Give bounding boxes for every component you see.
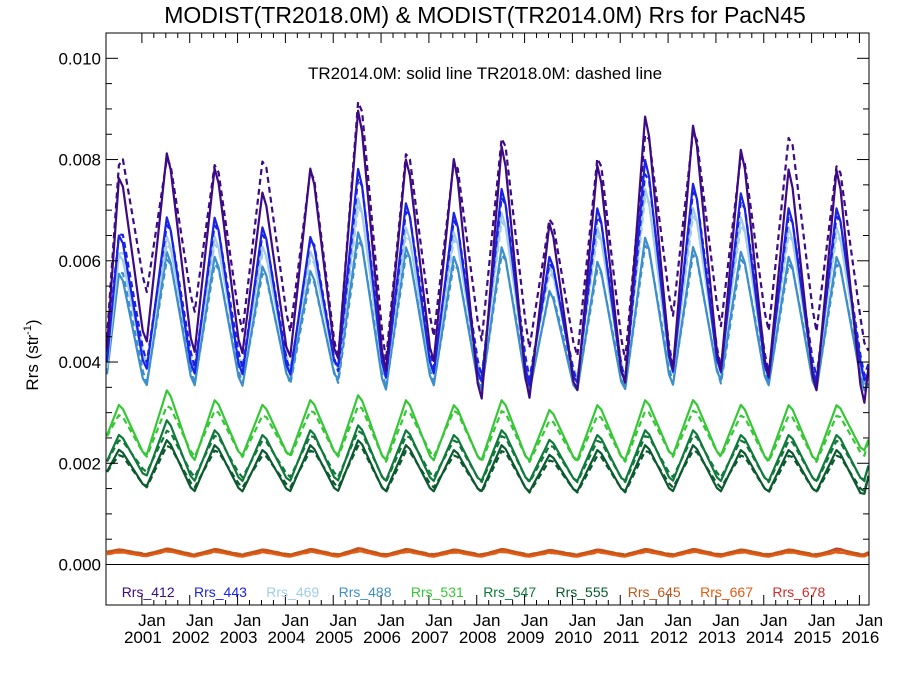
x-tick-label-month: Jan [664, 611, 691, 630]
x-tick-label-year: 2014 [746, 628, 784, 647]
legend-label-Rrs_678: Rrs_678 [772, 584, 825, 600]
chart-title: MODIST(TR2018.0M) & MODIST(TR2014.0M) Rr… [164, 2, 806, 28]
x-tick-label-year: 2010 [554, 628, 592, 647]
legend-label-Rrs_547: Rrs_547 [483, 584, 536, 600]
x-tick-label-year: 2005 [315, 628, 353, 647]
x-tick-label-month: Jan [138, 611, 165, 630]
x-tick-label-month: Jan [377, 611, 404, 630]
y-axis-label-main: Rrs (str [23, 335, 42, 391]
series-line-Rrs_531-solid [105, 389, 870, 462]
x-tick-label-month: Jan [856, 611, 883, 630]
x-tick-label-month: Jan [712, 611, 739, 630]
x-tick-label-year: 2009 [507, 628, 545, 647]
y-tick-label: 0.002 [58, 454, 101, 473]
y-axis-label-sup: -1 [22, 325, 34, 335]
legend: Rrs_412 Rrs_443 Rrs_469 Rrs_488 Rrs_531 Rrs_5… [122, 584, 826, 600]
x-tick-label-month: Jan [808, 611, 835, 630]
y-tick-label: 0.006 [58, 252, 101, 271]
legend-label-Rrs_488: Rrs_488 [339, 584, 392, 600]
series-line-Rrs_645-dashed [106, 548, 869, 556]
y-axis-label-close: ) [23, 319, 42, 325]
legend-label-Rrs_443: Rrs_443 [194, 584, 247, 600]
x-tick-label-year: 2013 [698, 628, 736, 647]
y-axis-label: Rrs (str-1) [22, 319, 42, 390]
x-tick-label-year: 2012 [650, 628, 688, 647]
x-tick-label-month: Jan [569, 611, 596, 630]
x-tick-label-year: 2008 [459, 628, 497, 647]
legend-label-Rrs_645: Rrs_645 [628, 584, 681, 600]
x-tick-label-month: Jan [473, 611, 500, 630]
series-line-Rrs_412-dashed [105, 101, 870, 362]
x-tick-label-year: 2004 [267, 628, 305, 647]
x-tick-label-month: Jan [330, 611, 357, 630]
x-tick-label-year: 2016 [842, 628, 880, 647]
legend-label-Rrs_555: Rrs_555 [555, 584, 608, 600]
x-tick-label-month: Jan [282, 611, 309, 630]
x-tick-label-year: 2006 [363, 628, 401, 647]
y-tick-label: 0.000 [58, 556, 101, 575]
series-line-Rrs_488-dashed [105, 239, 870, 391]
y-tick-label: 0.010 [58, 49, 101, 68]
line-style-annotation: TR2014.0M: solid line TR2018.0M: dashed … [308, 64, 662, 83]
y-tick-label: 0.008 [58, 151, 101, 170]
series-layer [105, 101, 870, 558]
x-tick-label-year: 2015 [794, 628, 832, 647]
x-tick-label-year: 2011 [603, 628, 640, 647]
x-tick-label-year: 2007 [411, 628, 449, 647]
x-tick-label-month: Jan [521, 611, 548, 630]
x-tick-label-month: Jan [617, 611, 644, 630]
x-tick-label-month: Jan [186, 611, 213, 630]
series-line-Rrs_531-dashed [106, 405, 870, 463]
legend-label-Rrs_469: Rrs_469 [266, 584, 319, 600]
x-tick-label-month: Jan [760, 611, 787, 630]
legend-label-Rrs_667: Rrs_667 [700, 584, 753, 600]
legend-label-Rrs_412: Rrs_412 [122, 584, 175, 600]
legend-label-Rrs_531: Rrs_531 [411, 584, 464, 600]
x-tick-label-year: 2001 [124, 628, 162, 647]
series-line-Rrs_555-dashed [106, 444, 870, 494]
x-tick-label-month: Jan [234, 611, 261, 630]
series-line-Rrs_547-solid [105, 419, 870, 483]
x-tick-label-month: Jan [425, 611, 452, 630]
series-line-Rrs_488-solid [105, 231, 870, 393]
series-line-Rrs_555-solid [106, 439, 870, 495]
x-tick-label-year: 2003 [220, 628, 258, 647]
y-tick-label: 0.004 [58, 353, 101, 372]
plot-frame [105, 32, 870, 606]
x-tick-label-year: 2002 [172, 628, 210, 647]
x-ticks: Jan2001Jan2002Jan2003Jan2004Jan2005Jan20… [124, 33, 883, 647]
series-line-Rrs_412-solid [105, 109, 870, 404]
series-line-Rrs_547-dashed [106, 429, 870, 484]
series-line-Rrs_667-dashed [106, 550, 869, 558]
y-ticks: 0.000 0.002 0.004 0.006 0.008 0.010 [58, 49, 869, 575]
